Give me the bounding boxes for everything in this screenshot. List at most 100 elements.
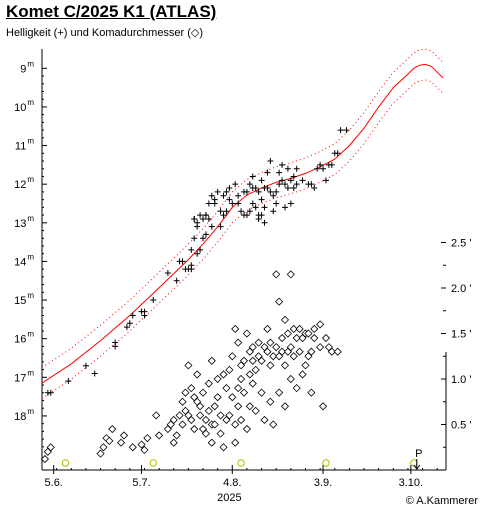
coma-point bbox=[231, 324, 240, 334]
magnitude-point bbox=[287, 177, 294, 184]
magnitude-point bbox=[270, 208, 277, 215]
magnitude-point bbox=[232, 181, 239, 188]
perihelion-marker: P bbox=[413, 448, 422, 470]
magnitude-point bbox=[299, 177, 306, 184]
magnitude-point bbox=[308, 181, 315, 188]
magnitude-point bbox=[208, 223, 215, 230]
full-moon-marker bbox=[61, 459, 70, 467]
magnitude-point bbox=[197, 212, 204, 219]
magnitude-unit: m bbox=[27, 368, 34, 377]
coma-point bbox=[201, 415, 211, 425]
magnitude-point bbox=[150, 297, 157, 304]
coma-point bbox=[108, 424, 117, 434]
date-tick-label: 4.8. bbox=[223, 477, 241, 489]
coma-point bbox=[152, 411, 161, 420]
magnitude-point bbox=[290, 185, 297, 192]
magnitude-point bbox=[314, 165, 321, 172]
coma-tick-label: 2.0 ' bbox=[451, 283, 471, 295]
chart-subtitle: Helligkeit (+) und Komadurchmesser (◇) bbox=[6, 27, 204, 39]
magnitude-tick-label: 16m bbox=[14, 330, 34, 346]
magnitude-point bbox=[238, 208, 245, 215]
coma-point bbox=[310, 333, 319, 343]
coma-point bbox=[242, 424, 251, 434]
copyright-notice: © A.Kammerer bbox=[405, 495, 478, 507]
coma-point bbox=[266, 338, 275, 347]
magnitude-point bbox=[243, 212, 250, 219]
coma-point bbox=[304, 329, 313, 338]
full-moon-markers bbox=[61, 459, 418, 467]
coma-point bbox=[239, 356, 249, 365]
magnitude-point bbox=[200, 215, 207, 222]
coma-point bbox=[169, 438, 178, 447]
magnitude-point bbox=[293, 165, 300, 172]
model-curve-lower-band bbox=[41, 48, 444, 369]
full-moon-marker bbox=[322, 459, 330, 467]
coma-point bbox=[239, 388, 249, 397]
coma-point bbox=[245, 370, 254, 379]
magnitude-point bbox=[194, 250, 201, 257]
magnitude-point bbox=[264, 169, 271, 176]
coma-point bbox=[277, 333, 287, 343]
coma-point bbox=[116, 438, 126, 447]
magnitude-point bbox=[191, 215, 198, 222]
magnitude-point bbox=[258, 177, 265, 184]
magnitude-point bbox=[252, 204, 259, 211]
coma-point bbox=[254, 338, 263, 347]
magnitude-point bbox=[246, 208, 253, 215]
coma-point bbox=[266, 397, 275, 406]
magnitude-point bbox=[123, 324, 130, 331]
magnitude-point bbox=[208, 192, 215, 199]
coma-point bbox=[275, 388, 284, 397]
coma-point bbox=[143, 434, 152, 443]
magnitude-point bbox=[205, 215, 212, 222]
coma-point bbox=[283, 329, 292, 338]
coma-point bbox=[295, 347, 304, 356]
magnitude-point bbox=[223, 208, 230, 215]
perihelion-label: P bbox=[415, 448, 422, 460]
magnitude-point bbox=[261, 219, 268, 226]
magnitude-point bbox=[317, 161, 324, 168]
magnitude-point bbox=[281, 204, 288, 211]
coma-point bbox=[263, 324, 272, 334]
coma-point bbox=[260, 415, 269, 425]
coma-point bbox=[231, 420, 240, 429]
coma-point bbox=[269, 352, 278, 361]
magnitude-point bbox=[226, 196, 233, 203]
magnitude-tick-label: 17m bbox=[14, 368, 34, 384]
magnitude-point bbox=[173, 277, 180, 284]
coma-tick-label: 0.5 ' bbox=[451, 420, 471, 432]
coma-point bbox=[248, 343, 257, 352]
magnitude-point bbox=[164, 270, 171, 277]
magnitude-point bbox=[249, 200, 256, 207]
magnitude-point bbox=[279, 177, 286, 184]
coma-point bbox=[257, 356, 266, 365]
date-tick-label: 5.6. bbox=[45, 477, 63, 489]
magnitude-point bbox=[229, 200, 236, 207]
coma-point bbox=[204, 406, 213, 415]
coma-point bbox=[228, 393, 237, 402]
coma-point bbox=[172, 431, 181, 440]
coma-point bbox=[280, 361, 290, 370]
magnitude-tick-label: 14m bbox=[14, 252, 34, 268]
coma-point bbox=[225, 411, 234, 420]
coma-point bbox=[280, 315, 290, 324]
coma-point bbox=[277, 347, 287, 356]
magnitude-point bbox=[129, 312, 136, 319]
coma-point bbox=[307, 388, 316, 397]
full-moon-marker bbox=[149, 459, 157, 467]
magnitude-point bbox=[284, 165, 291, 172]
magnitude-point bbox=[197, 246, 204, 253]
magnitude-point bbox=[290, 173, 297, 180]
magnitude-point bbox=[258, 196, 265, 203]
magnitude-point bbox=[188, 246, 195, 253]
coma-point bbox=[193, 370, 202, 379]
coma-point bbox=[272, 343, 281, 352]
coma-point bbox=[237, 415, 246, 425]
coma-point bbox=[213, 393, 222, 402]
magnitude-model-curve bbox=[41, 48, 444, 399]
magnitude-tick-label: 11m bbox=[15, 137, 34, 153]
model-curve-line bbox=[41, 63, 444, 384]
magnitude-point bbox=[270, 192, 277, 199]
coma-point bbox=[216, 429, 225, 438]
date-tick-label: 3.9. bbox=[314, 477, 332, 489]
